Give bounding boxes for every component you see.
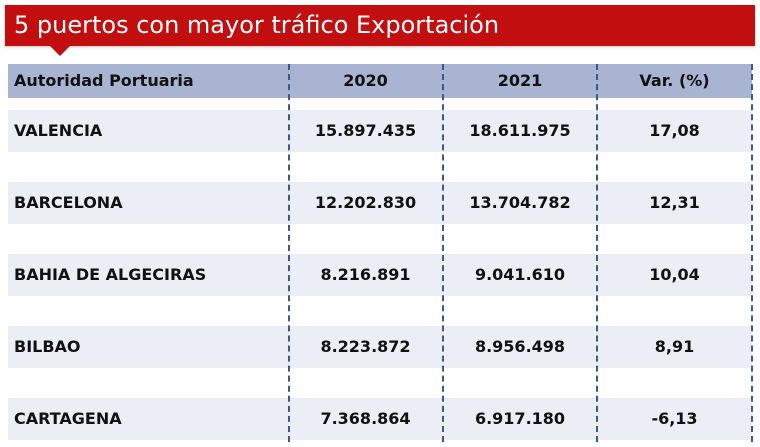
- cell-2020: 15.897.435: [314, 121, 417, 140]
- cell-2021: 18.611.975: [469, 121, 571, 140]
- cell-var: 12,31: [649, 193, 700, 212]
- column-divider: [751, 64, 753, 442]
- cell-2020: 8.216.891: [320, 265, 411, 284]
- cell-2020: 8.223.872: [320, 337, 411, 356]
- cell-port: CARTAGENA: [14, 409, 122, 428]
- table-header: Autoridad Portuaria 2020 2021 Var. (%): [8, 64, 752, 98]
- cell-port: BILBAO: [14, 337, 81, 356]
- header-port: Autoridad Portuaria: [14, 71, 194, 90]
- column-divider: [442, 64, 444, 442]
- header-var: Var. (%): [639, 71, 710, 90]
- column-divider: [288, 64, 290, 442]
- cell-port: BAHIA DE ALGECIRAS: [14, 265, 207, 284]
- table-row: VALENCIA 15.897.435 18.611.975 17,08: [8, 110, 752, 152]
- table-row: BAHIA DE ALGECIRAS 8.216.891 9.041.610 10,0…: [8, 254, 752, 296]
- banner-pointer: [50, 46, 70, 56]
- cell-port: BARCELONA: [14, 193, 123, 212]
- table-row: CARTAGENA 7.368.864 6.917.180 -6,13: [8, 398, 752, 440]
- header-2020: 2020: [343, 71, 388, 90]
- column-divider: [596, 64, 598, 442]
- cell-2021: 13.704.782: [469, 193, 571, 212]
- table-row: BILBAO 8.223.872 8.956.498 8,91: [8, 326, 752, 368]
- cell-var: 10,04: [649, 265, 700, 284]
- cell-2021: 6.917.180: [474, 409, 566, 428]
- cell-var: -6,13: [651, 409, 698, 428]
- cell-var: 17,08: [649, 121, 700, 140]
- cell-2021: 8.956.498: [474, 337, 566, 356]
- table-row: BARCELONA 12.202.830 13.704.782 12,31: [8, 182, 752, 224]
- title-banner: 5 puertos con mayor tráfico Exportación: [5, 5, 755, 46]
- cell-port: VALENCIA: [14, 121, 103, 140]
- cell-2021: 9.041.610: [474, 265, 566, 284]
- cell-var: 8,91: [654, 337, 695, 356]
- header-2021: 2021: [497, 71, 543, 90]
- cell-2020: 7.368.864: [320, 409, 411, 428]
- cell-2020: 12.202.830: [314, 193, 417, 212]
